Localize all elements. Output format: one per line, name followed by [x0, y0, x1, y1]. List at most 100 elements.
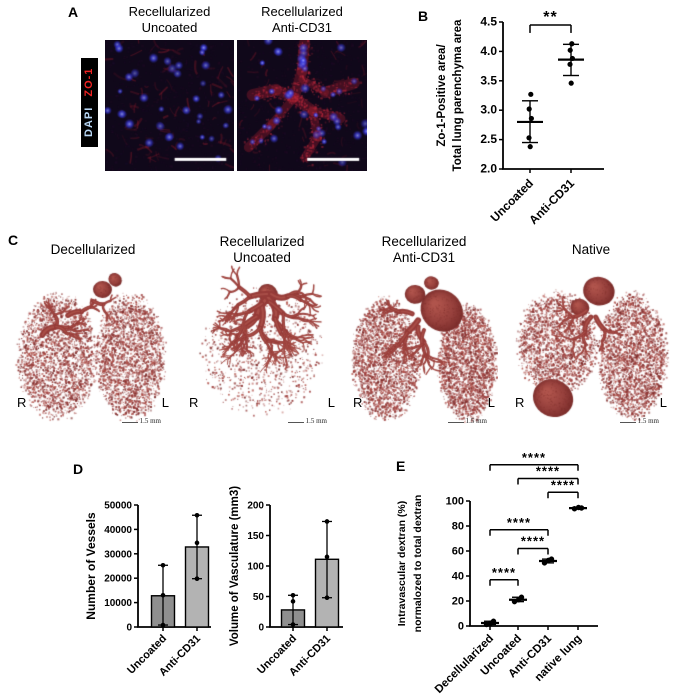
panel-e-label: E	[396, 458, 406, 474]
chart-volume-of-vasculature: 0 50 100 150 200 Volume of Vasculature (mm3) U…	[229, 482, 380, 696]
chart-svg-vessels: 0 10000 20000 30000 40000 50000 Number of Vess…	[84, 501, 211, 679]
svg-text:Total lung parenchyma area: Total lung parenchyma area	[452, 19, 464, 171]
svg-text:3.5: 3.5	[480, 73, 497, 87]
svg-text:30000: 30000	[104, 549, 132, 560]
svg-text:0: 0	[458, 621, 464, 633]
title-line: Decellularized	[50, 242, 136, 257]
vascular-title: Recellularized Uncoated	[184, 232, 340, 268]
chart-number-of-vessels: 0 10000 20000 30000 40000 50000 Number of Vess…	[84, 482, 235, 696]
dapi-stain-label: DAPI	[83, 106, 95, 138]
vascular-render-native	[512, 262, 670, 424]
panel-a-label: A	[68, 4, 79, 20]
svg-text:150: 150	[247, 531, 264, 542]
panel-a-col2-title: Recellularized Anti-CD31	[237, 3, 367, 37]
scale-bar-text: 1.5 mm	[305, 417, 327, 425]
panel-d-label: D	[73, 461, 84, 477]
svg-text:Anti-CD31: Anti-CD31	[526, 176, 577, 227]
right-lung-marker: R	[353, 395, 363, 410]
svg-text:3.0: 3.0	[480, 103, 497, 117]
svg-text:20000: 20000	[104, 574, 132, 585]
scale-bar-line	[619, 422, 636, 423]
left-lung-marker: L	[487, 395, 495, 410]
title-line: Uncoated	[141, 20, 198, 35]
svg-text:100: 100	[247, 562, 264, 573]
scale-bar-line	[447, 422, 464, 423]
chart-svg-dextran: 0 20 40 60 80 100 Intravascular dextran (%) nor…	[396, 450, 598, 696]
svg-text:normalozed to total dextran: normalozed to total dextran	[412, 495, 424, 633]
svg-text:****: ****	[521, 534, 545, 549]
zo1-stain-label: ZO-1	[83, 67, 95, 97]
scale-bar: 1.5 mm	[121, 417, 161, 425]
svg-text:Volume of Vasculature (mm3): Volume of Vasculature (mm3)	[229, 486, 241, 646]
svg-text:4.5: 4.5	[480, 15, 497, 29]
svg-text:****: ****	[536, 464, 560, 479]
left-lung-marker: L	[659, 395, 667, 410]
vascular-panel-decellularized: Decellularized R L 1.5 mm	[12, 232, 174, 432]
svg-text:4.0: 4.0	[480, 44, 497, 58]
svg-text:0: 0	[258, 623, 264, 634]
stain-label-text: DAPI ZO-1	[81, 58, 98, 147]
svg-text:60: 60	[452, 546, 464, 558]
svg-text:****: ****	[551, 477, 575, 492]
title-line: Anti-CD31	[272, 20, 332, 35]
vascular-render-uncoated	[187, 262, 337, 422]
title-line: Recellularized	[219, 234, 305, 249]
svg-text:20: 20	[452, 596, 464, 608]
panel-c-label: C	[8, 232, 19, 248]
svg-text:100: 100	[446, 496, 464, 508]
title-line: Recellularized	[381, 234, 467, 249]
vascular-panel-recell-anticd31: Recellularized Anti-CD31 R L 1.5 mm	[348, 232, 500, 432]
chart-svg-zo1: 2.0 2.5 3.0 3.5 4.0 4.5 Zo-1-Positive area/Tot…	[436, 9, 604, 227]
svg-text:50: 50	[253, 592, 265, 603]
svg-text:40: 40	[452, 571, 464, 583]
vascular-render-decellularized	[14, 262, 172, 424]
right-lung-marker: R	[17, 395, 27, 410]
micrograph-anticd31	[237, 40, 367, 171]
stain-label-box: DAPI ZO-1	[81, 58, 98, 147]
svg-text:****: ****	[522, 450, 546, 465]
svg-text:2.0: 2.0	[480, 162, 497, 176]
right-lung-marker: R	[515, 395, 525, 410]
chart-intravascular-dextran: 0 20 40 60 80 100 Intravascular dextran (%) nor…	[390, 450, 679, 696]
vascular-panel-recell-uncoated: Recellularized Uncoated R L 1.5 mm	[184, 232, 340, 432]
title-line: Native	[571, 242, 611, 257]
vascular-title: Decellularized	[12, 232, 174, 268]
svg-text:****: ****	[492, 565, 516, 580]
svg-text:****: ****	[507, 515, 531, 530]
svg-text:**: **	[543, 9, 557, 26]
scale-bar-text: 1.5 mm	[637, 417, 659, 425]
scale-bar-text: 1.5 mm	[139, 417, 161, 425]
title-line: Uncoated	[233, 250, 291, 265]
vascular-panel-native: Native R L 1.5 mm	[510, 232, 672, 432]
vascular-render-anticd31	[350, 262, 498, 424]
title-line: Recellularized	[128, 4, 211, 19]
svg-text:10000: 10000	[104, 598, 132, 609]
svg-text:Intravascular dextran (%): Intravascular dextran (%)	[396, 501, 408, 626]
svg-text:2.5: 2.5	[480, 132, 497, 146]
svg-text:80: 80	[452, 521, 464, 533]
panel-a-col1-title: Recellularized Uncoated	[105, 3, 234, 37]
micrograph-uncoated	[105, 40, 234, 171]
svg-text:Number of Vessels: Number of Vessels	[84, 512, 98, 620]
scale-bar-text: 1.5 mm	[465, 417, 487, 425]
scale-bar: 1.5 mm	[447, 417, 487, 425]
svg-text:200: 200	[247, 501, 264, 512]
panel-b-label: B	[418, 8, 429, 24]
title-line: Recellularized	[261, 4, 343, 19]
svg-text:50000: 50000	[104, 501, 132, 512]
scale-bar: 1.5 mm	[287, 417, 327, 425]
right-lung-marker: R	[189, 395, 199, 410]
svg-text:40000: 40000	[104, 525, 132, 536]
scale-bar-line	[121, 422, 138, 423]
left-lung-marker: L	[327, 395, 335, 410]
svg-text:0: 0	[126, 623, 132, 634]
title-line: Anti-CD31	[392, 250, 456, 265]
left-lung-marker: L	[161, 395, 169, 410]
chart-zo1-scatter: 2.0 2.5 3.0 3.5 4.0 4.5 Zo-1-Positive area/Tot…	[428, 0, 679, 230]
vascular-title: Recellularized Anti-CD31	[348, 232, 500, 268]
scale-bar: 1.5 mm	[619, 417, 659, 425]
vascular-title: Native	[510, 232, 672, 268]
svg-text:Zo-1-Positive area/: Zo-1-Positive area/	[436, 44, 448, 147]
